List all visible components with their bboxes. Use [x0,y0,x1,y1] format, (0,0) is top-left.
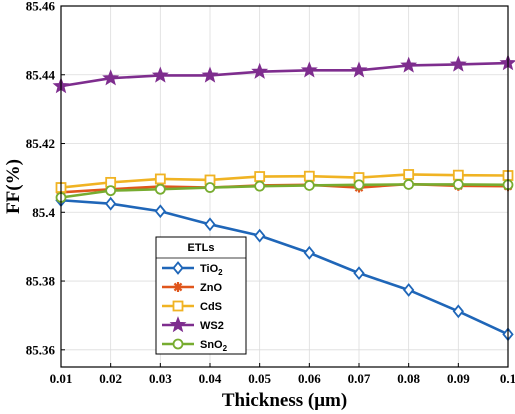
data-point-cds [154,173,166,185]
data-point-ws2 [300,61,318,78]
data-point-sno2 [204,182,216,193]
data-point-tio2 [154,204,166,219]
series-line [60,173,509,189]
legend-entry-sno2: SnO2 [162,338,228,353]
axis-ticks: 0.01 0.02 0.03 0.04 0.05 0.06 0.07 0.08 0.09 0.1 8… [26,0,515,386]
data-point-cds [403,169,415,180]
data-point-ws2 [449,55,467,72]
x-tick-label: 0.1 [500,371,515,386]
y-axis-title: FF(%) [3,159,24,214]
legend-marker [172,300,184,312]
x-tick-label: 0.01 [50,371,73,386]
x-axis-title: Thickness (μm) [222,390,347,411]
y-tick-label: 85.42 [26,136,55,151]
series-sno2 [55,179,514,203]
x-tick-label: 0.03 [149,371,172,386]
legend-entry-tio2: TiO2 [162,261,223,277]
data-point-sno2 [353,179,365,191]
x-tick-label: 0.04 [199,371,222,386]
legend-marker [169,316,187,333]
data-point-sno2 [303,180,315,191]
series-group [52,54,515,342]
legend: ETLs TiO2 ZnO CdS WS2 SnO2 [155,236,247,355]
x-tick-label: 0.06 [298,371,321,386]
data-point-sno2 [105,185,117,197]
legend-label: WS2 [200,320,224,332]
data-point-tio2 [353,266,365,281]
data-point-ws2 [251,62,269,79]
x-tick-label: 0.05 [248,371,271,386]
y-tick-label: 85.38 [26,274,56,289]
legend-entry-zno: ZnO [162,282,222,294]
legend-entry-ws2: WS2 [162,316,224,333]
data-point-tio2 [105,196,117,211]
legend-entry-cds: CdS [162,300,222,313]
legend-marker [173,282,183,292]
data-point-cds [303,170,315,182]
legend-label: SnO2 [200,339,228,353]
data-point-tio2 [403,283,415,297]
legend-label: CdS [200,301,222,313]
data-point-sno2 [254,180,266,192]
y-tick-label: 85.36 [26,342,56,357]
data-point-ws2 [400,56,418,73]
data-point-sno2 [403,179,415,190]
legend-label: TiO2 [200,263,223,277]
data-point-sno2 [154,183,166,195]
y-tick-label: 85.44 [26,67,56,82]
series-line [60,183,509,199]
legend-marker [172,338,184,350]
data-point-ws2 [201,66,219,83]
y-tick-label: 85.46 [26,0,56,14]
x-tick-label: 0.07 [348,371,371,386]
x-tick-label: 0.02 [99,371,122,386]
plot-frame [60,5,509,368]
data-point-tio2 [303,245,315,260]
data-point-ws2 [102,69,120,86]
series-line [60,61,509,88]
data-point-tio2 [204,217,216,232]
series-line [60,198,509,336]
series-ws2 [52,54,515,94]
series-tio2 [55,193,514,342]
legend-marker [172,261,184,275]
y-tick-label: 85.4 [32,205,55,220]
data-point-tio2 [452,304,464,319]
data-point-cds [254,171,266,182]
x-tick-label: 0.08 [397,371,420,386]
legend-title: ETLs [188,242,215,254]
data-point-tio2 [254,228,266,243]
data-point-cds [452,169,464,181]
x-tick-label: 0.09 [447,371,470,386]
data-point-ws2 [151,66,169,83]
data-point-sno2 [452,179,464,190]
data-point-ws2 [350,61,368,78]
legend-box [155,236,247,355]
legend-label: ZnO [200,282,222,294]
